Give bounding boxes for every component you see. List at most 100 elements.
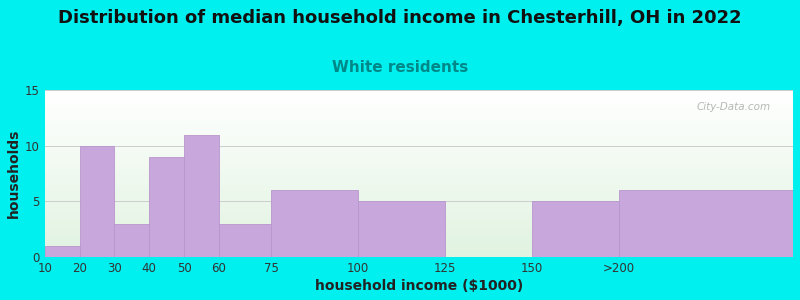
X-axis label: household income ($1000): household income ($1000) xyxy=(315,279,523,293)
Bar xyxy=(45,217,793,218)
Bar xyxy=(45,191,793,192)
Bar xyxy=(45,182,793,183)
Bar xyxy=(45,172,793,173)
Bar xyxy=(45,126,793,127)
Bar xyxy=(45,113,793,114)
Bar xyxy=(45,106,793,107)
Bar xyxy=(45,93,793,94)
Bar xyxy=(45,231,793,232)
Bar xyxy=(45,167,793,168)
Bar xyxy=(45,146,793,147)
Bar xyxy=(45,103,793,104)
Bar xyxy=(45,136,793,137)
Text: City-Data.com: City-Data.com xyxy=(697,102,770,112)
Bar xyxy=(45,135,793,136)
Bar xyxy=(45,157,793,158)
Bar xyxy=(184,134,219,257)
Bar xyxy=(45,111,793,112)
Bar xyxy=(45,193,793,194)
Bar xyxy=(45,183,793,184)
Bar xyxy=(45,171,793,172)
Bar xyxy=(45,227,793,228)
Bar xyxy=(45,238,793,239)
Bar xyxy=(45,150,793,151)
Bar xyxy=(45,177,793,178)
Y-axis label: households: households xyxy=(7,129,21,218)
Bar xyxy=(45,240,793,241)
Bar xyxy=(45,225,793,226)
Bar xyxy=(45,207,793,208)
Bar xyxy=(45,251,793,252)
Bar xyxy=(45,118,793,119)
Bar xyxy=(45,204,793,205)
Bar xyxy=(45,218,793,219)
Bar xyxy=(45,201,793,202)
Bar xyxy=(45,179,793,180)
Bar xyxy=(45,202,793,203)
Bar xyxy=(45,107,793,108)
Bar xyxy=(45,228,793,229)
Bar xyxy=(45,213,793,214)
Bar xyxy=(358,201,445,257)
Bar xyxy=(45,120,793,121)
Bar xyxy=(45,152,793,153)
Bar xyxy=(45,222,793,223)
Bar xyxy=(45,175,793,176)
Bar xyxy=(45,255,793,256)
Bar xyxy=(45,98,793,99)
Bar xyxy=(45,232,793,233)
Bar xyxy=(45,112,793,113)
Bar xyxy=(45,236,793,237)
Bar xyxy=(45,233,793,234)
Bar xyxy=(45,246,793,247)
Bar xyxy=(45,164,793,165)
Bar xyxy=(45,186,793,187)
Bar xyxy=(45,109,793,110)
Bar xyxy=(45,117,793,118)
Bar xyxy=(45,91,793,92)
Bar xyxy=(45,215,793,216)
Bar xyxy=(45,149,793,150)
Bar xyxy=(45,220,793,221)
Bar xyxy=(45,160,793,161)
Bar xyxy=(45,224,793,225)
Bar xyxy=(45,212,793,213)
Bar xyxy=(45,139,793,140)
Bar xyxy=(45,115,793,116)
Bar xyxy=(45,245,793,246)
Bar xyxy=(45,187,793,188)
Bar xyxy=(45,219,793,220)
Bar xyxy=(114,224,150,257)
Bar xyxy=(45,143,793,144)
Bar xyxy=(45,242,793,243)
Bar xyxy=(45,181,793,182)
Bar xyxy=(45,194,793,195)
Bar xyxy=(45,128,793,129)
Bar xyxy=(45,154,793,155)
Bar xyxy=(45,119,793,120)
Bar xyxy=(45,249,793,250)
Bar xyxy=(45,189,793,190)
Bar xyxy=(45,92,793,93)
Bar xyxy=(45,130,793,131)
Bar xyxy=(45,125,793,126)
Bar xyxy=(45,127,793,128)
Bar xyxy=(45,198,793,199)
Bar xyxy=(45,99,793,100)
Bar xyxy=(45,165,793,166)
Bar xyxy=(45,253,793,254)
Bar xyxy=(45,133,793,134)
Bar xyxy=(45,110,793,111)
Bar xyxy=(45,96,793,97)
Bar xyxy=(45,173,793,174)
Bar xyxy=(45,178,793,179)
Bar xyxy=(45,162,793,163)
Bar xyxy=(45,234,793,235)
Bar xyxy=(45,206,793,207)
Bar xyxy=(45,108,793,109)
Bar xyxy=(45,169,793,170)
Bar xyxy=(45,94,793,95)
Bar xyxy=(532,201,619,257)
Bar xyxy=(45,95,793,96)
Bar xyxy=(45,176,793,177)
